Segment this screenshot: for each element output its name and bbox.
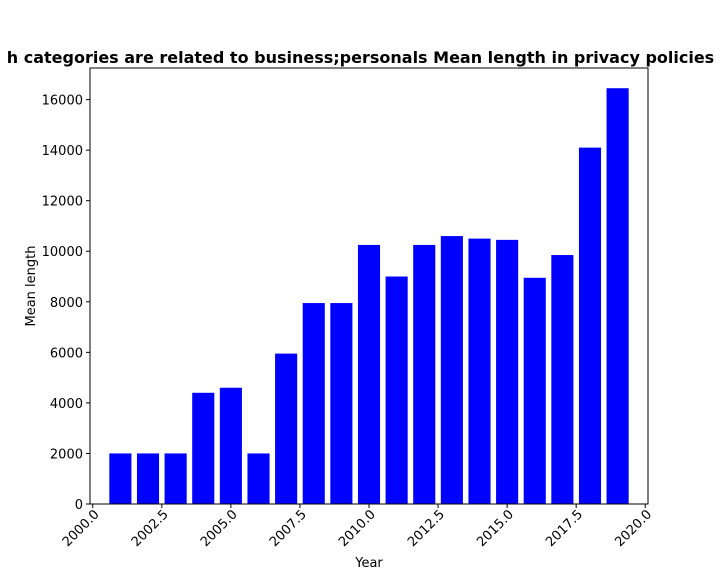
bar-2004 — [192, 392, 215, 504]
y-tick-label: 8000 — [50, 296, 83, 311]
bar-2002 — [136, 453, 160, 504]
y-tick-label: 16000 — [42, 94, 83, 109]
bar-2019 — [606, 88, 629, 504]
x-tick-label: 2017.5 — [543, 507, 586, 550]
bar-2017 — [551, 255, 574, 504]
y-tick-label: 14000 — [42, 144, 83, 159]
bar-2015 — [496, 239, 519, 504]
y-tick-label: 12000 — [42, 195, 83, 210]
y-tick-label: 10000 — [42, 245, 83, 260]
y-tick-label: 4000 — [50, 397, 83, 412]
bar-2007 — [275, 353, 298, 504]
bar-2003 — [164, 453, 187, 504]
bar-2016 — [523, 277, 546, 504]
x-tick-label: 2007.5 — [267, 507, 310, 550]
y-tick-label: 6000 — [50, 346, 83, 361]
x-axis-label: Year — [354, 556, 383, 571]
bars-group — [109, 88, 629, 505]
x-tick-label: 2010.0 — [336, 507, 379, 550]
x-tick-label: 2002.5 — [129, 507, 172, 550]
bar-2001 — [109, 453, 132, 504]
x-tick-label: 2005.0 — [198, 507, 241, 550]
y-tick-label: 0 — [75, 498, 83, 513]
bar-2018 — [578, 147, 602, 504]
x-tick-label: 2012.5 — [405, 507, 448, 550]
bar-2006 — [247, 453, 270, 504]
x-axis: 2000.0 2002.5 2005.0 2007.5 2010.0 2012.5 2015… — [60, 504, 655, 550]
y-axis: 0 2000 4000 6000 8000 10000 12000 14000 16000 — [42, 94, 90, 513]
bar-2011 — [385, 276, 408, 504]
x-tick-label: 2000.0 — [60, 507, 103, 550]
bar-2005 — [219, 387, 242, 504]
bar-2008 — [302, 303, 325, 504]
x-tick-label: 2020.0 — [612, 507, 655, 550]
bar-2009 — [330, 303, 353, 504]
y-tick-label: 2000 — [50, 447, 83, 462]
x-tick-label: 2015.0 — [474, 507, 517, 550]
bar-2010 — [357, 244, 381, 504]
chart-title: h categories are related to business;per… — [7, 48, 720, 67]
y-axis-label: Mean length — [24, 246, 39, 327]
bar-2012 — [413, 244, 436, 504]
bar-2014 — [468, 238, 491, 505]
bar-2013 — [440, 236, 463, 504]
